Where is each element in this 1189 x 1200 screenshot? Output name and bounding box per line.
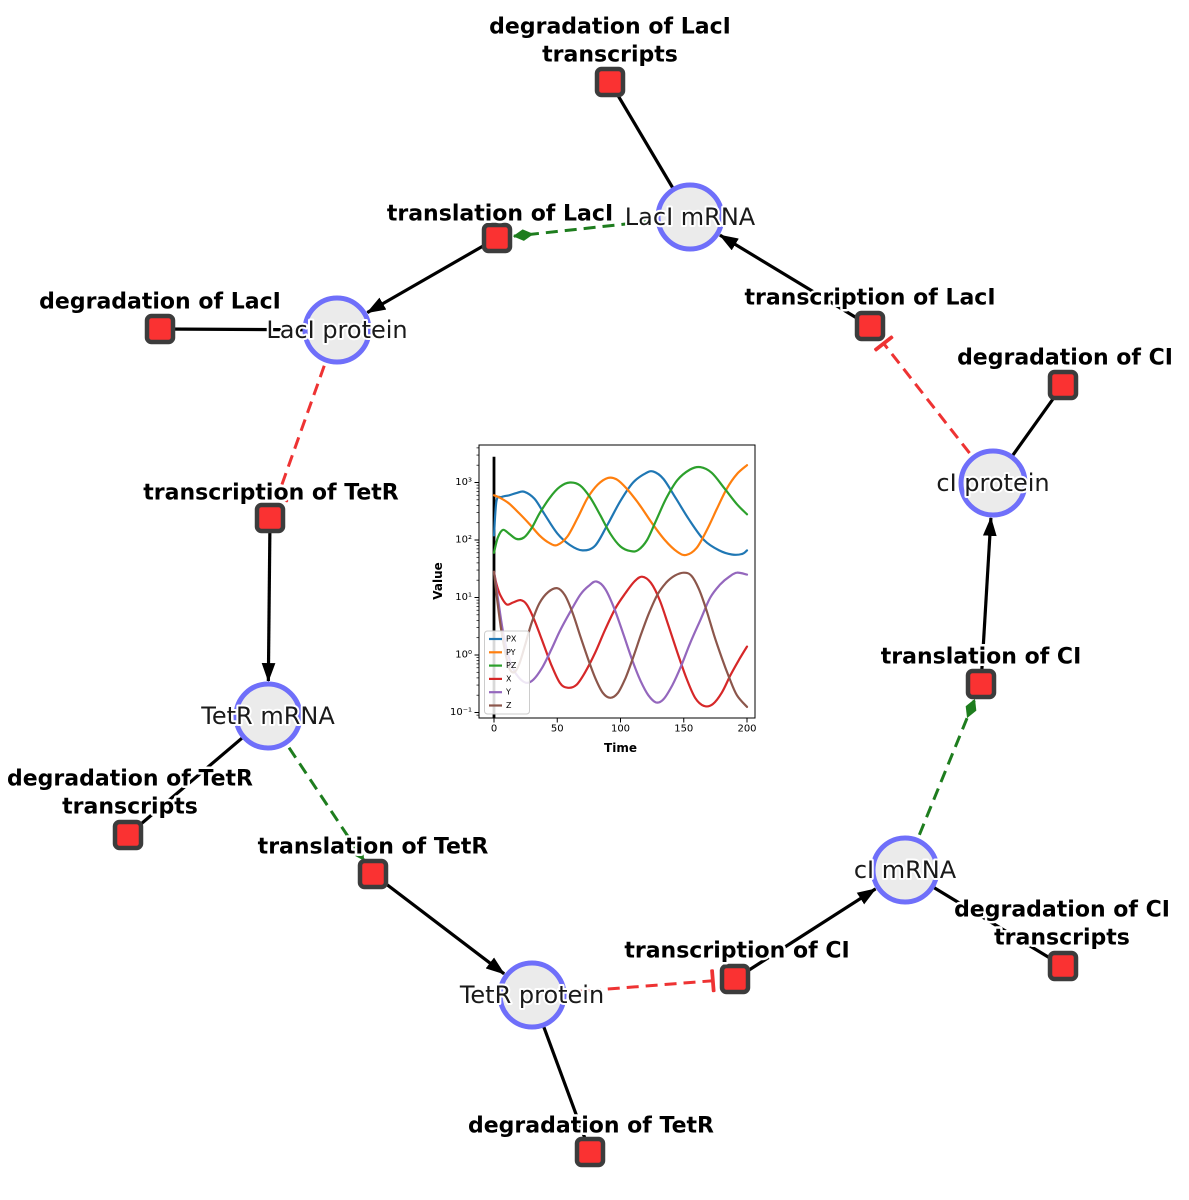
reaction-label-r_deg_ci-line1: degradation of CI	[957, 346, 1173, 371]
x-tick-label: 200	[737, 724, 756, 735]
species-label-tetr_mrna: TetR mRNA	[200, 702, 335, 730]
x-tick-label: 100	[611, 724, 630, 735]
nodes-layer	[112, 66, 1079, 1168]
legend-label-Z: Z	[506, 701, 512, 710]
reaction-node-r_deg_laci_tx	[594, 66, 626, 98]
edge-production-r_transl_tetr-to-tetr_protein	[372, 872, 506, 976]
chart-series-X	[492, 570, 749, 708]
y-tick-label: 10¹	[455, 592, 472, 603]
legend-label-Y: Y	[505, 688, 511, 697]
reaction-node-r_deg_ci_tx	[1047, 950, 1079, 982]
species-label-ci_protein: cI protein	[936, 469, 1049, 497]
species-node-tetr_mrna	[233, 681, 303, 751]
reaction-label-r_deg_laci-line1: degradation of LacI	[39, 290, 281, 315]
species-node-ci_protein	[958, 448, 1028, 518]
species-label-laci_mrna: LacI mRNA	[625, 203, 756, 231]
reaction-label-r_transl_tetr-line1: translation of TetR	[258, 835, 489, 860]
edge-production-r_transc_ci-to-ci_mrna	[734, 887, 877, 981]
x-tick-label: 50	[551, 724, 564, 735]
chart-series-PX	[492, 470, 749, 556]
reaction-node-r_transl_laci	[481, 222, 513, 254]
species-node-ci_mrna	[870, 835, 940, 905]
reaction-label-r_transc_laci-line1: transcription of LacI	[744, 286, 995, 311]
reaction-label-r_deg_ci_tx-line2: transcripts	[994, 926, 1130, 951]
species-node-laci_mrna	[655, 182, 725, 252]
x-tick-label: 0	[491, 724, 497, 735]
reaction-node-r_transc_tetr	[254, 502, 286, 534]
species-label-tetr_protein: TetR protein	[459, 981, 604, 1009]
x-axis-label: Time	[604, 741, 637, 755]
reaction-node-r_transl_tetr	[357, 858, 389, 890]
reaction-label-r_transl_laci-line1: translation of LacI	[387, 202, 613, 227]
legend-label-PY: PY	[506, 648, 516, 657]
species-node-laci_protein	[302, 295, 372, 365]
reaction-label-r_deg_laci_tx-line1: degradation of LacI	[489, 15, 731, 40]
y-tick-label: 10⁻¹	[450, 707, 472, 718]
reaction-label-r_deg_tetr_tx-line1: degradation of TetR	[7, 767, 253, 792]
reaction-node-r_deg_tetr	[574, 1136, 606, 1168]
reaction-node-r_deg_laci	[144, 313, 176, 345]
reaction-label-r_deg_tetr-line1: degradation of TetR	[468, 1114, 714, 1139]
legend-label-X: X	[506, 674, 512, 683]
reaction-node-r_transc_laci	[854, 310, 886, 342]
x-tick-label: 150	[674, 724, 693, 735]
reaction-node-r_transc_ci	[719, 963, 751, 995]
species-node-tetr_protein	[497, 960, 567, 1030]
edge-production-r_transl_laci-to-laci_protein	[366, 236, 498, 314]
reaction-label-r_transl_ci-line1: translation of CI	[881, 645, 1082, 670]
chart-series-PY	[492, 464, 749, 557]
species-label-laci_protein: LacI protein	[266, 316, 407, 344]
chart-ticks: 10⁻¹ 10⁰ 10¹ 10² 10³ 0 50 100 150 200	[450, 447, 757, 735]
reaction-node-r_deg_tetr_tx	[112, 819, 144, 851]
reaction-node-r_transl_ci	[965, 668, 997, 700]
chart-series-PZ	[492, 465, 749, 554]
y-tick-label: 10⁰	[455, 650, 472, 661]
reaction-label-r_transc_tetr-line1: transcription of TetR	[143, 481, 399, 506]
y-tick-label: 10²	[455, 535, 472, 546]
reaction-label-r_deg_laci_tx-line2: transcripts	[542, 43, 678, 68]
edge-production-r_transl_ci-to-ci_protein	[979, 516, 997, 685]
species-label-ci_mrna: cI mRNA	[854, 856, 957, 884]
reaction-label-r_transc_ci-line1: transcription of CI	[624, 939, 849, 964]
y-axis-label: Value	[431, 562, 445, 600]
chart-legend: PX PY PZ XYZ	[484, 630, 530, 715]
edge-production-r_transc_laci-to-laci_mrna	[719, 233, 871, 328]
reaction-node-r_deg_ci	[1047, 369, 1079, 401]
edge-production-r_transc_tetr-to-tetr_mrna	[261, 517, 276, 683]
legend-label-PX: PX	[506, 635, 517, 644]
labels-layer: LacI mRNA LacI protein TetR mRNA TetR prote…	[4, 12, 1175, 1141]
reaction-label-r_deg_tetr_tx-line2: transcripts	[62, 795, 198, 820]
reaction-label-r_deg_ci_tx-line1: degradation of CI	[954, 898, 1170, 923]
legend-label-PZ: PZ	[506, 661, 517, 670]
y-tick-label: 10³	[455, 477, 472, 488]
chart-frame	[478, 444, 756, 719]
